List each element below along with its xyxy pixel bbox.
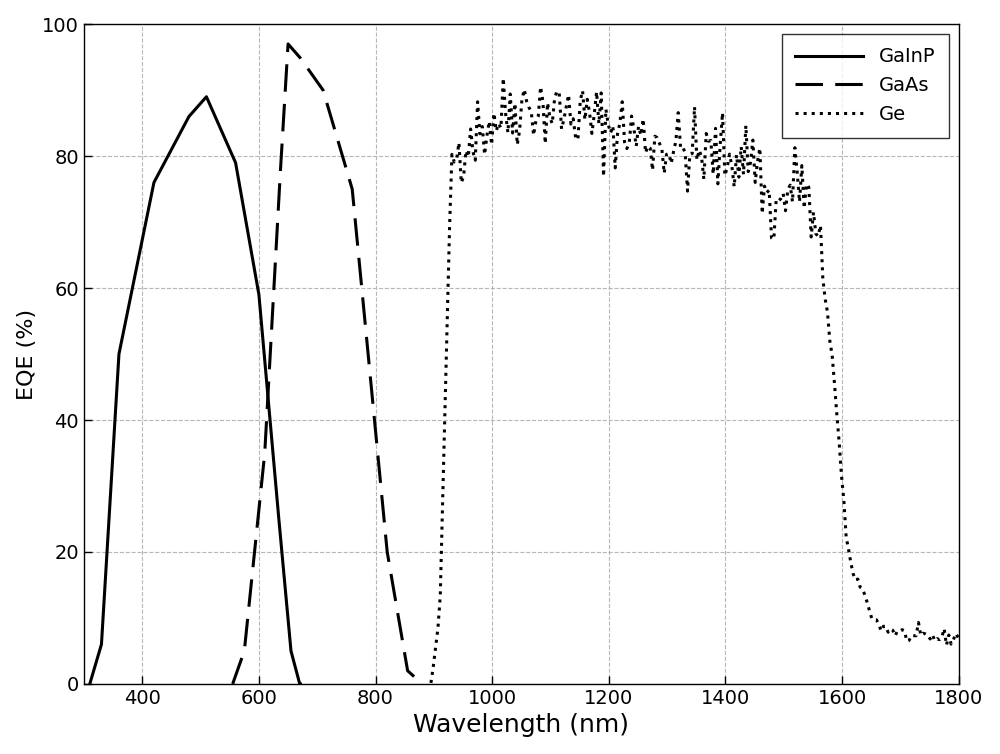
GaAs <box>265 333 277 342</box>
GaInP <box>157 161 169 170</box>
Ge <box>497 73 509 82</box>
GaAs <box>282 39 294 48</box>
Ge <box>915 631 927 640</box>
Ge <box>474 129 486 138</box>
Ge <box>838 495 850 504</box>
GaAs <box>417 679 429 688</box>
Ge <box>668 147 680 156</box>
GaInP <box>236 195 248 204</box>
GaAs <box>227 679 239 688</box>
Ge <box>425 679 437 688</box>
Line: GaInP: GaInP <box>90 97 300 684</box>
Ge <box>952 633 964 642</box>
Legend: GaInP, GaAs, Ge: GaInP, GaAs, Ge <box>782 34 949 137</box>
GaInP <box>193 101 205 110</box>
GaAs <box>271 227 283 236</box>
GaAs <box>382 551 394 560</box>
GaInP <box>294 679 306 688</box>
GaInP <box>241 224 253 233</box>
GaAs <box>360 329 372 339</box>
GaInP <box>240 218 252 227</box>
X-axis label: Wavelength (nm): Wavelength (nm) <box>413 713 629 737</box>
GaInP <box>84 679 96 688</box>
GaAs <box>325 113 337 122</box>
Ge <box>696 152 708 161</box>
Line: Ge: Ge <box>431 78 958 683</box>
GaAs <box>245 584 257 593</box>
Ge <box>649 132 661 141</box>
Y-axis label: EQE (%): EQE (%) <box>17 308 37 400</box>
GaInP <box>200 92 212 101</box>
Line: GaAs: GaAs <box>233 44 423 684</box>
GaInP <box>267 449 279 458</box>
